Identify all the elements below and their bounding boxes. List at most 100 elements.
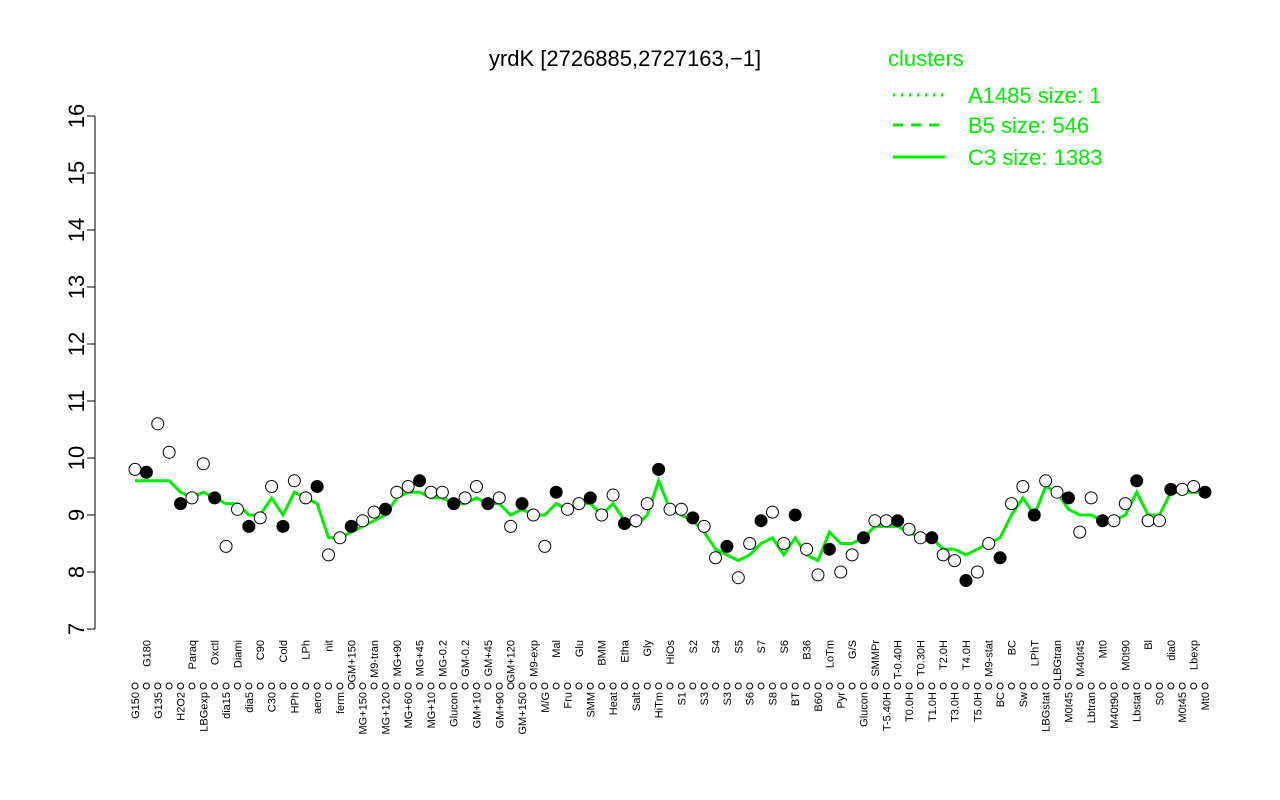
- rug-mark: [313, 682, 321, 690]
- x-tick-label: S3: [699, 692, 711, 705]
- rug-mark: [1053, 682, 1061, 690]
- rug-mark: [1144, 682, 1152, 690]
- point: [697, 519, 711, 533]
- point: [970, 565, 984, 579]
- rug-mark: [416, 682, 424, 690]
- y-tick-label: 15: [64, 161, 89, 185]
- rug-mark: [1178, 682, 1186, 690]
- x-tick-label: M40t45: [1075, 640, 1087, 677]
- point: [356, 514, 370, 528]
- rug-mark: [814, 682, 822, 690]
- y-tick-label: 8: [64, 566, 89, 578]
- x-tick-label: M0t45: [1063, 692, 1075, 723]
- x-tick-label: MG+60: [403, 692, 415, 728]
- rug-mark: [951, 682, 959, 690]
- point: [982, 537, 996, 550]
- x-tick-label: Mal: [551, 640, 563, 658]
- x-tick-label: T2.0H: [938, 640, 950, 670]
- point: [367, 505, 381, 519]
- rug-mark: [689, 682, 697, 690]
- point: [959, 574, 973, 588]
- x-tick-label: Oxctl: [210, 640, 222, 665]
- point: [458, 491, 472, 505]
- x-tick-label: LPh: [301, 640, 313, 660]
- rug-mark: [803, 682, 811, 690]
- rug-mark: [245, 682, 253, 690]
- x-tick-label: MG+45: [415, 640, 427, 676]
- point: [629, 514, 643, 528]
- x-tick-label: M/G: [540, 692, 552, 713]
- rug-mark: [302, 682, 310, 690]
- point: [344, 519, 358, 533]
- legend-label: A1485 size: 1: [968, 83, 1101, 108]
- rug-mark: [882, 682, 890, 690]
- x-tick-label: Gly: [642, 640, 654, 657]
- rug-mark: [712, 682, 720, 690]
- point: [640, 497, 654, 511]
- legend-label: B5 size: 546: [968, 113, 1089, 138]
- rug-mark: [962, 682, 970, 690]
- rug-mark: [256, 682, 264, 690]
- rug-mark: [700, 682, 708, 690]
- x-tick-label: MG-0.2: [437, 640, 449, 677]
- x-tick-label: Pyr: [836, 692, 848, 709]
- point: [617, 517, 631, 531]
- point: [435, 485, 449, 499]
- point: [1164, 482, 1178, 496]
- point: [139, 465, 153, 479]
- x-tick-label: HPh: [289, 692, 301, 713]
- rug-mark: [734, 682, 742, 690]
- rug-mark: [598, 682, 606, 690]
- rug-mark: [825, 682, 833, 690]
- x-tick-label: T4.0H: [961, 640, 973, 670]
- point: [686, 511, 700, 525]
- y-tick-label: 14: [64, 218, 89, 242]
- rug-mark: [427, 682, 435, 690]
- point: [287, 474, 301, 488]
- point: [401, 480, 415, 493]
- point: [174, 497, 188, 511]
- x-tick-label: T0.0H: [904, 692, 916, 722]
- rug-mark: [222, 682, 230, 690]
- rug-mark: [620, 682, 628, 690]
- x-tick-label: MG+150: [358, 692, 370, 735]
- point: [504, 519, 518, 533]
- x-tick-label: GM+150: [517, 692, 529, 735]
- rug-mark: [586, 682, 594, 690]
- y-tick-label: 16: [64, 104, 89, 128]
- point: [652, 462, 666, 476]
- point: [242, 519, 256, 533]
- rug-mark: [495, 682, 503, 690]
- legend-title: clusters: [888, 46, 964, 71]
- point: [572, 497, 586, 511]
- y-tick-label: 13: [64, 275, 89, 299]
- point: [731, 571, 745, 585]
- point: [754, 514, 768, 528]
- rug-mark: [1201, 682, 1209, 690]
- point: [993, 551, 1007, 565]
- point: [208, 491, 222, 505]
- point: [526, 508, 540, 522]
- chart-title: yrdK [2726885,2727163,−1]: [489, 46, 761, 71]
- point: [310, 480, 324, 493]
- x-tick-label: BC: [1006, 640, 1018, 655]
- point: [151, 417, 165, 431]
- x-tick-label: BT: [790, 692, 802, 706]
- point: [879, 514, 893, 528]
- x-tick-label: S6: [745, 692, 757, 705]
- point: [1175, 482, 1189, 496]
- x-tick-label: HiOs: [665, 640, 677, 665]
- x-tick-label: nit: [324, 640, 336, 652]
- x-tick-label: G135: [153, 692, 165, 719]
- x-tick-label: T-5.40H: [881, 692, 893, 731]
- y-tick-label: 11: [64, 390, 89, 413]
- point: [891, 514, 905, 528]
- rug-mark: [939, 682, 947, 690]
- x-tick-label: GM-0.2: [460, 640, 472, 677]
- rug-mark: [188, 682, 196, 690]
- point: [322, 548, 336, 562]
- x-tick-label: T0.30H: [915, 640, 927, 676]
- point: [185, 491, 199, 505]
- x-tick-label: HiTm: [654, 692, 666, 718]
- x-tick-label: S4: [711, 640, 723, 653]
